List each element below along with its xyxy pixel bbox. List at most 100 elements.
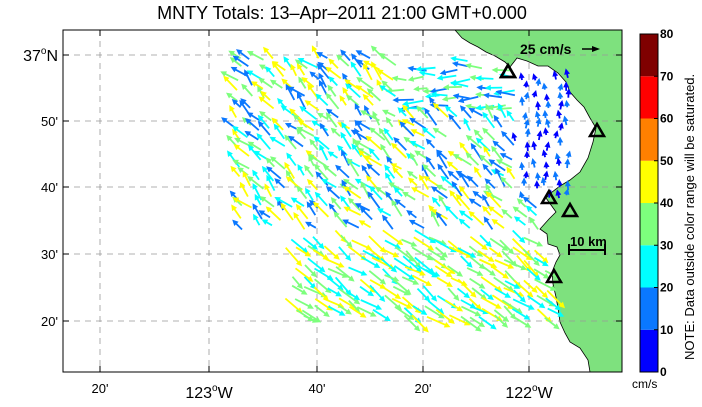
current-vector-head bbox=[519, 96, 526, 103]
current-vector-head bbox=[435, 184, 443, 191]
current-vector-head bbox=[438, 195, 445, 202]
current-vector-head bbox=[475, 104, 482, 111]
current-vector-head bbox=[339, 95, 346, 102]
radar-site-triangle bbox=[539, 188, 559, 205]
current-vector-head bbox=[353, 298, 361, 305]
current-vector-head bbox=[555, 189, 562, 196]
current-vectors bbox=[220, 45, 572, 333]
current-vector-head bbox=[325, 112, 332, 119]
current-vector-head bbox=[557, 122, 564, 129]
current-vector-head bbox=[414, 150, 421, 157]
current-vector-head bbox=[379, 278, 387, 285]
current-vector-head bbox=[432, 102, 440, 110]
current-vector-head bbox=[406, 170, 414, 177]
current-vector-head bbox=[425, 138, 432, 145]
current-vector-head bbox=[474, 310, 482, 317]
current-vector-head bbox=[410, 152, 416, 159]
current-vector-head bbox=[419, 270, 426, 276]
current-vector-head bbox=[367, 290, 375, 297]
current-vector-head bbox=[431, 186, 438, 193]
current-vector-head bbox=[361, 164, 368, 172]
current-vector-head bbox=[318, 79, 325, 87]
current-vector-head bbox=[300, 289, 308, 295]
current-vector-head bbox=[360, 181, 367, 188]
current-vector-head bbox=[378, 127, 385, 135]
current-vector-head bbox=[394, 293, 402, 300]
current-vector-head bbox=[242, 170, 249, 178]
current-vector-head bbox=[314, 163, 321, 171]
current-vector-head bbox=[311, 120, 318, 127]
current-vector-head bbox=[354, 103, 361, 110]
current-vector-head bbox=[281, 78, 288, 85]
current-vector-head bbox=[468, 108, 476, 114]
current-vector-head bbox=[513, 216, 521, 223]
current-vector-head bbox=[459, 171, 465, 179]
current-vector-head bbox=[429, 96, 435, 104]
current-vector-head bbox=[479, 154, 486, 161]
current-vector-head bbox=[377, 208, 384, 214]
current-vector-head bbox=[440, 175, 447, 182]
current-vector-head bbox=[403, 289, 411, 296]
current-vector-head bbox=[261, 219, 269, 225]
current-vector-head bbox=[284, 123, 292, 129]
colorbar-tick-label: 60 bbox=[660, 112, 674, 126]
current-vector-head bbox=[465, 152, 472, 159]
current-vector-head bbox=[228, 50, 235, 57]
current-vector-head bbox=[360, 110, 367, 116]
current-vector-head bbox=[379, 85, 386, 91]
current-vector-head bbox=[227, 150, 233, 157]
current-vector-head bbox=[336, 54, 343, 61]
current-vector-head bbox=[523, 91, 530, 99]
current-vector-head bbox=[391, 75, 399, 82]
current-vector-head bbox=[407, 177, 415, 184]
current-vector-head bbox=[436, 150, 442, 158]
current-vector-head bbox=[376, 79, 382, 86]
current-vector-head bbox=[456, 305, 464, 312]
current-vector-head bbox=[429, 237, 437, 244]
current-vector-head bbox=[541, 82, 548, 89]
current-vector-head bbox=[330, 197, 337, 204]
current-vector-head bbox=[501, 130, 508, 138]
current-vector-head bbox=[483, 145, 490, 153]
current-vector-head bbox=[318, 242, 325, 250]
current-vector-head bbox=[543, 170, 549, 177]
current-vector-head bbox=[483, 92, 490, 99]
current-vector-head bbox=[485, 191, 493, 198]
current-vector-head bbox=[344, 79, 351, 86]
current-vector-head bbox=[312, 317, 319, 323]
current-vector-head bbox=[538, 302, 546, 309]
current-vector-head bbox=[341, 121, 347, 129]
current-vector-head bbox=[557, 91, 564, 98]
current-vector-head bbox=[556, 109, 563, 117]
current-vector-head bbox=[557, 311, 565, 317]
current-vector-head bbox=[540, 176, 547, 184]
current-vector-head bbox=[564, 100, 571, 107]
current-vector-head bbox=[234, 137, 241, 144]
current-vector-head bbox=[253, 150, 261, 157]
current-vector-head bbox=[359, 312, 367, 318]
current-vector-head bbox=[422, 163, 429, 171]
current-vector-head bbox=[476, 250, 484, 257]
current-vector-head bbox=[541, 149, 548, 156]
current-vector-head bbox=[385, 172, 391, 179]
current-vector-head bbox=[552, 70, 559, 77]
current-vector-head bbox=[328, 76, 335, 83]
current-vector-head bbox=[264, 183, 270, 191]
current-vector-head bbox=[246, 112, 254, 118]
current-vector-head bbox=[295, 203, 302, 211]
current-vector-head bbox=[459, 141, 466, 149]
current-vector-head bbox=[542, 109, 549, 117]
current-vector-head bbox=[372, 110, 378, 118]
current-vector-head bbox=[553, 130, 559, 137]
current-vector-head bbox=[391, 142, 398, 150]
current-vector-head bbox=[363, 63, 369, 70]
current-vector-head bbox=[405, 303, 413, 309]
current-vector-head bbox=[449, 268, 456, 275]
current-vector-head bbox=[393, 137, 400, 144]
current-vector-head bbox=[513, 283, 521, 289]
current-vector-head bbox=[325, 92, 332, 100]
current-vector-head bbox=[337, 145, 344, 152]
current-vector-head bbox=[490, 323, 497, 330]
current-vector-head bbox=[340, 131, 347, 139]
current-vector-head bbox=[293, 114, 300, 121]
